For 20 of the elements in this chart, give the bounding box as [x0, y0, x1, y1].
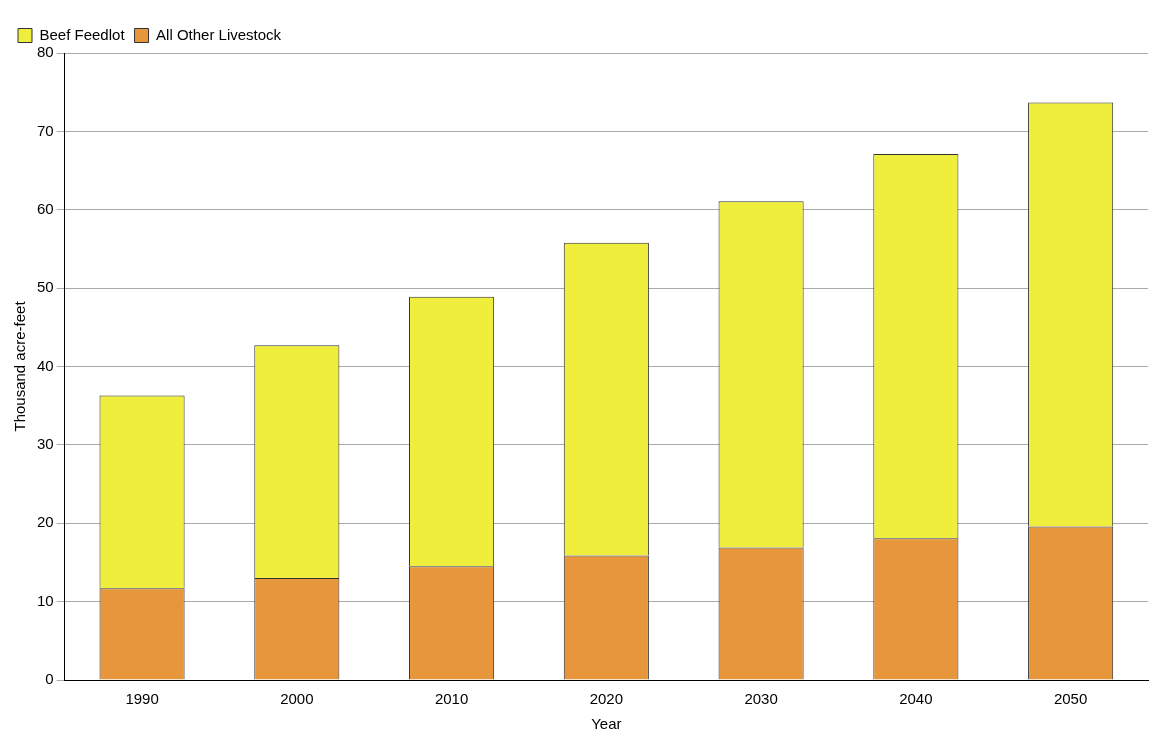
x-tick-label: 2040: [899, 690, 933, 708]
x-tick-label: 2010: [434, 690, 469, 708]
y-tick-label: 70: [37, 121, 54, 139]
legend-label: Beef Feedlot: [39, 25, 126, 43]
y-tick-label: 60: [37, 199, 54, 217]
x-tick-label: 2000: [280, 690, 314, 708]
legend-label: All Other Livestock: [156, 25, 282, 43]
y-tick-label: 10: [37, 591, 54, 609]
x-tick-label: 1990: [125, 690, 159, 708]
x-axis-title: Year: [591, 715, 622, 733]
y-tick-label: 50: [37, 278, 54, 296]
x-tick-label: 2030: [744, 690, 778, 708]
y-tick-label: 20: [37, 513, 54, 531]
y-tick-label: 0: [45, 670, 54, 688]
y-tick-label: 40: [37, 356, 54, 374]
y-tick-label: 80: [37, 43, 54, 61]
y-axis-title: Thousand acre-feet: [11, 300, 29, 432]
y-tick-label: 30: [37, 435, 54, 453]
x-tick-label: 2050: [1053, 690, 1088, 708]
x-tick-label: 2020: [589, 690, 624, 708]
